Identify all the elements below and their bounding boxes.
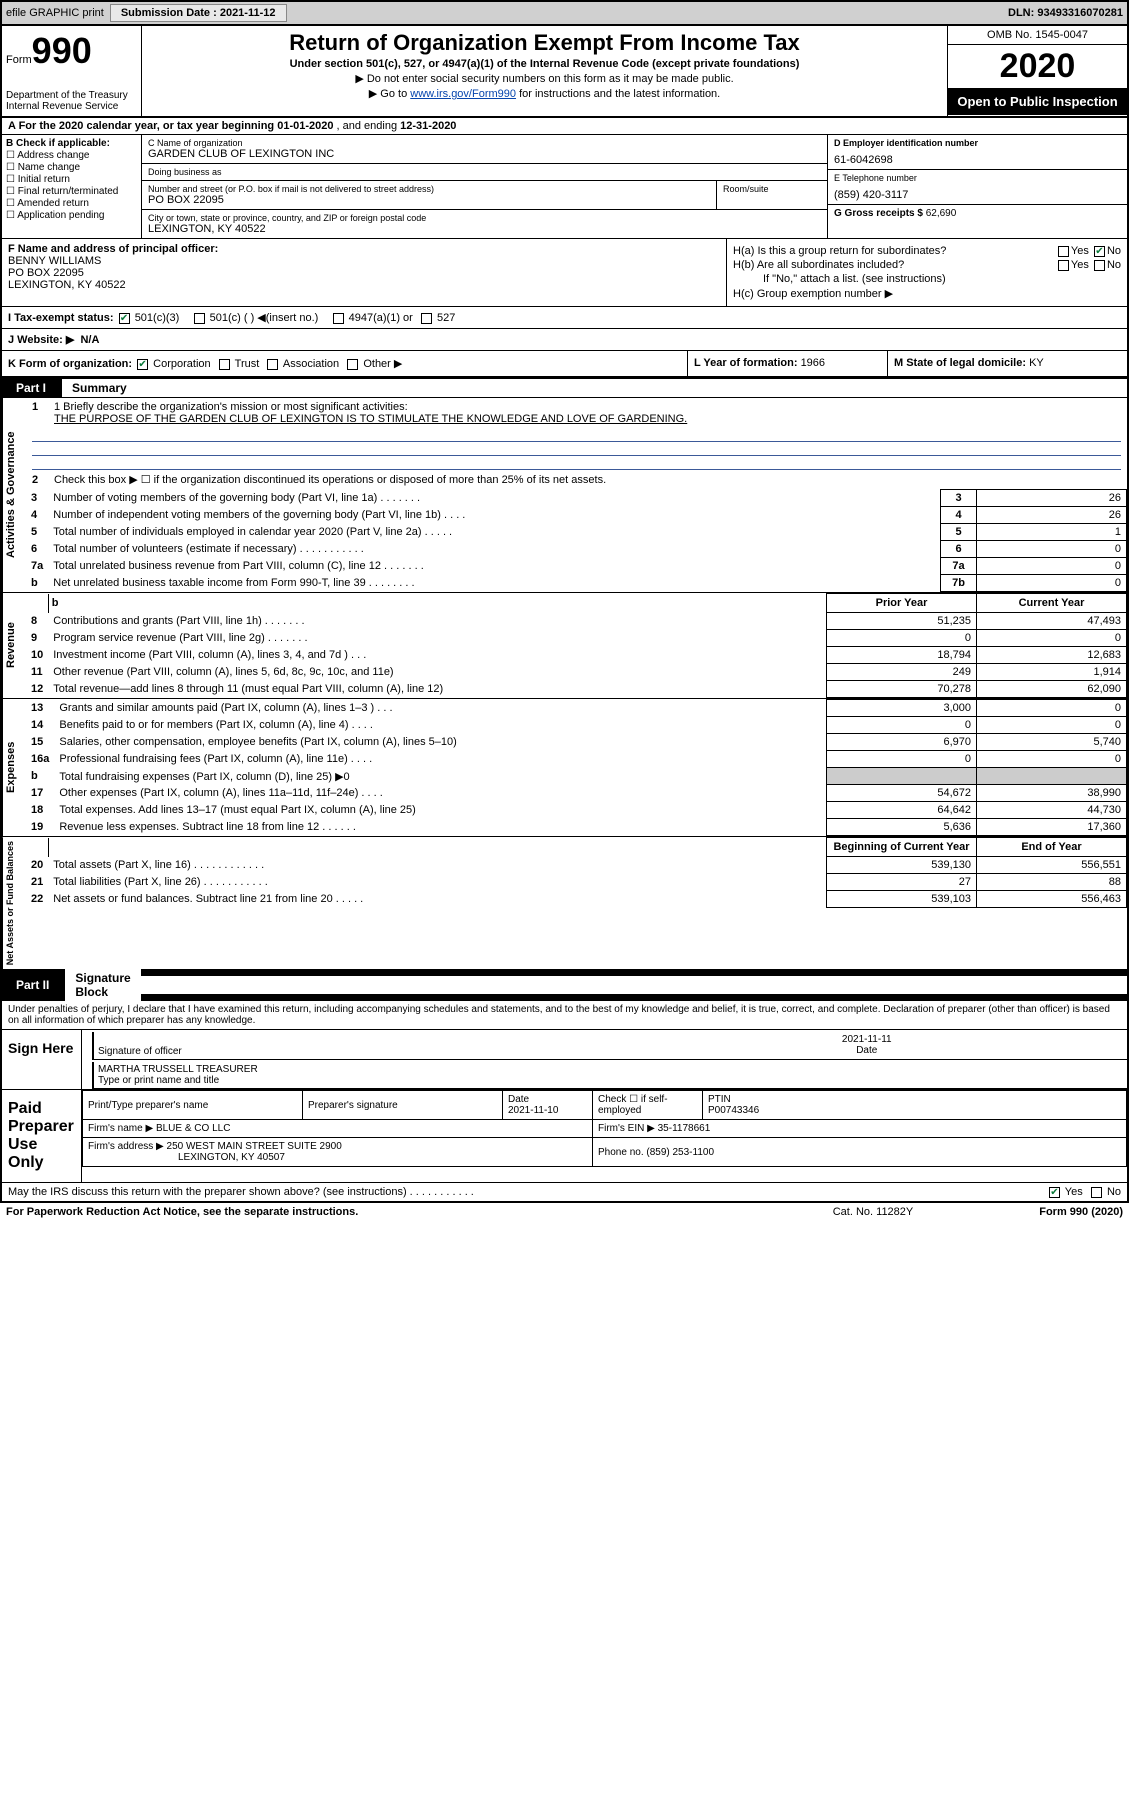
chk-name-change[interactable]: ☐ Name change [6, 162, 137, 173]
firm-ein: 35-1178661 [658, 1123, 711, 1134]
revenue-table: bPrior YearCurrent Year 8Contributions a… [26, 593, 1127, 698]
hb-yes[interactable] [1058, 260, 1069, 271]
ptin-value: P00743346 [708, 1105, 759, 1116]
firm-addr2: LEXINGTON, KY 40507 [178, 1152, 285, 1163]
paid-preparer-label: Paid Preparer Use Only [2, 1090, 82, 1182]
hb-note: If "No," attach a list. (see instruction… [733, 273, 1121, 285]
chk-amended[interactable]: ☐ Amended return [6, 198, 137, 209]
org-name: GARDEN CLUB OF LEXINGTON INC [148, 148, 821, 160]
sig-officer-label: Signature of officer [98, 1046, 182, 1057]
row-i-tax-status: I Tax-exempt status: 501(c)(3) 501(c) ( … [2, 307, 1127, 329]
org-name-label: C Name of organization [148, 138, 821, 148]
sign-here-label: Sign Here [2, 1030, 82, 1089]
year-formation-label: L Year of formation: [694, 357, 801, 369]
officer-name-printed: MARTHA TRUSSELL TREASURER [98, 1064, 258, 1075]
efile-label: efile GRAPHIC print [6, 7, 104, 19]
dba-label: Doing business as [148, 167, 821, 177]
chk-initial-return[interactable]: ☐ Initial return [6, 174, 137, 185]
sig-declaration: Under penalties of perjury, I declare th… [2, 1001, 1127, 1029]
tab-revenue: Revenue [2, 593, 26, 698]
row-k-form-org: K Form of organization: Corporation Trus… [2, 351, 687, 376]
col-b-checkboxes: B Check if applicable: ☐ Address change … [2, 135, 142, 238]
prep-date: 2021-11-10 [508, 1105, 558, 1116]
form-header: Form990 Department of the Treasury Inter… [2, 26, 1127, 117]
sig-date: 2021-11-11 [842, 1034, 892, 1045]
chk-527[interactable] [421, 313, 432, 324]
chk-assoc[interactable] [267, 359, 278, 370]
ein-value: 61-6042698 [834, 154, 1121, 166]
chk-4947[interactable] [333, 313, 344, 324]
hb-no[interactable] [1094, 260, 1105, 271]
tax-year: 2020 [948, 45, 1127, 88]
instr-ssn: ▶ Do not enter social security numbers o… [148, 72, 941, 85]
firm-phone: (859) 253-1100 [646, 1147, 714, 1158]
instr-link: ▶ Go to www.irs.gov/Form990 for instruct… [148, 87, 941, 100]
hc-label: H(c) Group exemption number ▶ [733, 287, 1121, 300]
room-label: Room/suite [723, 184, 821, 194]
page-footer: For Paperwork Reduction Act Notice, see … [0, 1203, 1129, 1221]
governance-table: 3Number of voting members of the governi… [26, 489, 1127, 592]
gross-label: G Gross receipts $ [834, 208, 926, 219]
discuss-yes[interactable] [1049, 1187, 1060, 1198]
tab-governance: Activities & Governance [2, 398, 26, 592]
chk-other[interactable] [347, 359, 358, 370]
domicile-label: M State of legal domicile: [894, 357, 1029, 369]
self-employed-check[interactable]: Check ☐ if self-employed [593, 1091, 703, 1120]
city-label: City or town, state or province, country… [148, 213, 821, 223]
officer-name: BENNY WILLIAMS [8, 255, 720, 267]
dln-label: DLN: 93493316070281 [1008, 7, 1123, 19]
firm-addr1: 250 WEST MAIN STREET SUITE 2900 [167, 1141, 342, 1152]
form-word: Form [6, 54, 32, 66]
irs-label: Internal Revenue Service [6, 101, 137, 112]
hb-label: H(b) Are all subordinates included? [733, 259, 904, 271]
tab-net-assets: Net Assets or Fund Balances [2, 837, 26, 969]
irs-link[interactable]: www.irs.gov/Form990 [410, 88, 516, 100]
line-a: A For the 2020 calendar year, or tax yea… [2, 117, 1127, 135]
tab-expenses: Expenses [2, 699, 26, 836]
discuss-row: May the IRS discuss this return with the… [2, 1182, 1127, 1201]
expenses-table: 13Grants and similar amounts paid (Part … [26, 699, 1127, 836]
col-b-header: B Check if applicable: [6, 138, 137, 149]
top-bar: efile GRAPHIC print Submission Date : 20… [2, 2, 1127, 26]
omb-number: OMB No. 1545-0047 [948, 26, 1127, 45]
year-formation: 1966 [801, 357, 825, 369]
street-label: Number and street (or P.O. box if mail i… [148, 184, 710, 194]
officer-label: F Name and address of principal officer: [8, 243, 720, 255]
chk-app-pending[interactable]: ☐ Application pending [6, 210, 137, 221]
dept-treasury: Department of the Treasury [6, 90, 137, 101]
firm-name: BLUE & CO LLC [156, 1123, 230, 1134]
row-j-website: J Website: ▶ N/A [2, 329, 1127, 351]
chk-trust[interactable] [219, 359, 230, 370]
part1-header: Part I Summary [2, 378, 1127, 398]
chk-501c3[interactable] [119, 313, 130, 324]
ein-label: D Employer identification number [834, 138, 1121, 148]
ha-no[interactable] [1094, 246, 1105, 257]
officer-street: PO BOX 22095 [8, 267, 720, 279]
street-value: PO BOX 22095 [148, 194, 710, 206]
gross-value: 62,690 [926, 208, 957, 219]
phone-value: (859) 420-3117 [834, 189, 1121, 201]
city-value: LEXINGTON, KY 40522 [148, 223, 821, 235]
open-public-badge: Open to Public Inspection [948, 88, 1127, 115]
ha-yes[interactable] [1058, 246, 1069, 257]
form-title: Return of Organization Exempt From Incom… [148, 30, 941, 56]
ha-label: H(a) Is this a group return for subordin… [733, 245, 946, 257]
domicile: KY [1029, 357, 1044, 369]
part2-header: Part II Signature Block [2, 969, 1127, 1001]
q2-checkbox: 2Check this box ▶ ☐ if the organization … [26, 470, 1127, 489]
q1-mission: 11 Briefly describe the organization's m… [26, 398, 1127, 428]
preparer-table: Print/Type preparer's name Preparer's si… [82, 1090, 1127, 1167]
chk-corp[interactable] [137, 359, 148, 370]
net-assets-table: Beginning of Current YearEnd of Year 20T… [26, 837, 1127, 908]
officer-city: LEXINGTON, KY 40522 [8, 279, 720, 291]
chk-final-return[interactable]: ☐ Final return/terminated [6, 186, 137, 197]
discuss-no[interactable] [1091, 1187, 1102, 1198]
form-subtitle: Under section 501(c), 527, or 4947(a)(1)… [148, 58, 941, 70]
chk-501c[interactable] [194, 313, 205, 324]
form-number: 990 [32, 30, 92, 71]
phone-label: E Telephone number [834, 173, 1121, 183]
chk-address-change[interactable]: ☐ Address change [6, 150, 137, 161]
submission-date-button[interactable]: Submission Date : 2021-11-12 [110, 4, 287, 22]
